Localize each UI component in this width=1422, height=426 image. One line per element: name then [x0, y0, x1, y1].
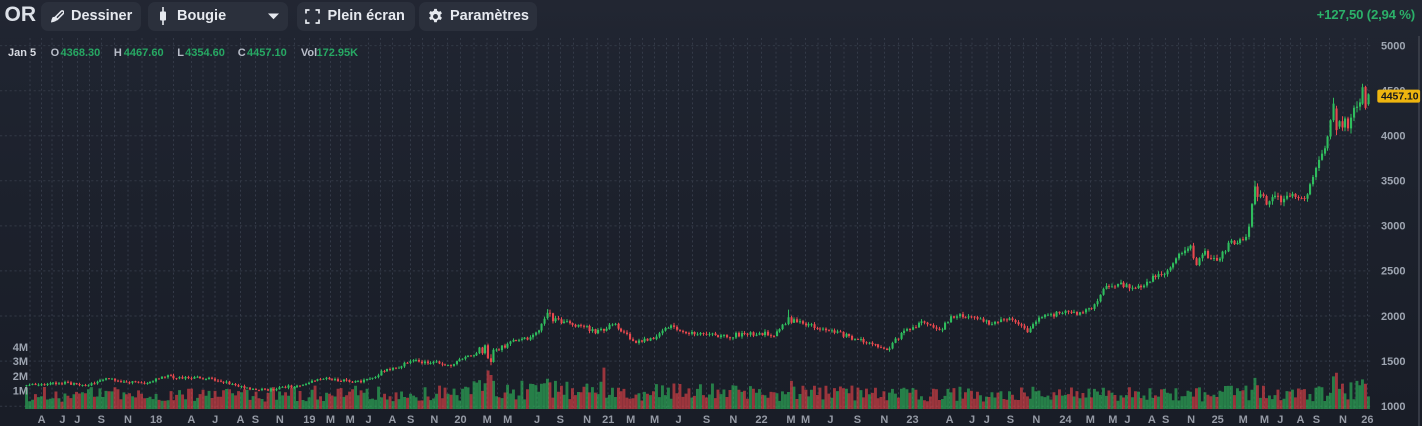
svg-text:M: M [1108, 414, 1117, 426]
svg-text:A: A [38, 414, 46, 426]
svg-text:1500: 1500 [1381, 356, 1405, 368]
svg-text:1M: 1M [13, 386, 28, 398]
svg-text:S: S [1162, 414, 1169, 426]
svg-text:3500: 3500 [1381, 176, 1405, 188]
svg-text:M: M [1086, 414, 1095, 426]
svg-text:S: S [1007, 414, 1014, 426]
svg-text:19: 19 [303, 414, 315, 426]
svg-text:J: J [675, 414, 681, 426]
svg-text:4457.10: 4457.10 [1381, 92, 1419, 103]
svg-text:M: M [786, 414, 795, 426]
svg-text:J: J [1124, 414, 1130, 426]
svg-text:A: A [388, 414, 396, 426]
svg-text:4000: 4000 [1381, 131, 1405, 143]
svg-text:N: N [1187, 414, 1195, 426]
svg-text:J: J [827, 414, 833, 426]
svg-text:M: M [626, 414, 635, 426]
svg-text:4M: 4M [13, 342, 28, 354]
svg-text:S: S [98, 414, 105, 426]
svg-text:A: A [1297, 414, 1305, 426]
svg-text:N: N [880, 414, 888, 426]
svg-text:22: 22 [755, 414, 767, 426]
svg-text:J: J [534, 414, 540, 426]
svg-text:23: 23 [906, 414, 918, 426]
svg-text:A: A [237, 414, 245, 426]
svg-text:N: N [583, 414, 591, 426]
svg-text:J: J [984, 414, 990, 426]
svg-text:18: 18 [150, 414, 162, 426]
svg-text:S: S [703, 414, 710, 426]
svg-text:2000: 2000 [1381, 311, 1405, 323]
svg-text:21: 21 [602, 414, 614, 426]
svg-text:N: N [1339, 414, 1347, 426]
svg-text:20: 20 [454, 414, 466, 426]
svg-text:M: M [650, 414, 659, 426]
svg-text:5000: 5000 [1381, 41, 1405, 53]
svg-text:2M: 2M [13, 371, 28, 383]
svg-text:N: N [1032, 414, 1040, 426]
svg-text:M: M [483, 414, 492, 426]
svg-text:N: N [276, 414, 284, 426]
svg-text:N: N [729, 414, 737, 426]
svg-text:N: N [124, 414, 132, 426]
svg-text:S: S [252, 414, 259, 426]
svg-text:M: M [346, 414, 355, 426]
svg-text:3000: 3000 [1381, 221, 1405, 233]
svg-text:J: J [1277, 414, 1283, 426]
svg-text:J: J [74, 414, 80, 426]
svg-text:A: A [1148, 414, 1156, 426]
svg-text:M: M [1239, 414, 1248, 426]
svg-text:25: 25 [1212, 414, 1224, 426]
svg-text:2500: 2500 [1381, 266, 1405, 278]
svg-text:26: 26 [1361, 414, 1373, 426]
svg-text:J: J [59, 414, 65, 426]
svg-text:S: S [854, 414, 861, 426]
svg-text:M: M [326, 414, 335, 426]
svg-text:J: J [212, 414, 218, 426]
svg-text:M: M [1260, 414, 1269, 426]
svg-text:A: A [187, 414, 195, 426]
svg-text:N: N [430, 414, 438, 426]
svg-text:J: J [365, 414, 371, 426]
svg-text:J: J [969, 414, 975, 426]
svg-text:S: S [557, 414, 564, 426]
svg-text:M: M [503, 414, 512, 426]
svg-text:1000: 1000 [1381, 401, 1405, 413]
svg-text:S: S [407, 414, 414, 426]
svg-text:24: 24 [1059, 414, 1072, 426]
svg-text:A: A [946, 414, 954, 426]
svg-text:M: M [801, 414, 810, 426]
svg-text:S: S [1313, 414, 1320, 426]
svg-text:3M: 3M [13, 356, 28, 368]
